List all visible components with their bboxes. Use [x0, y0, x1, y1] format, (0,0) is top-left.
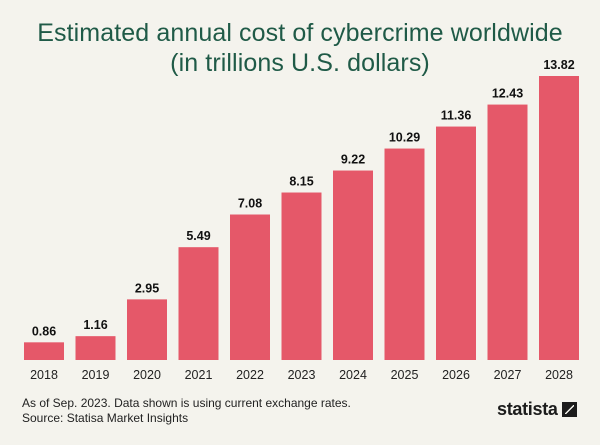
bar-2024 [333, 170, 373, 360]
value-label-2024: 9.22 [341, 153, 365, 167]
statista-logo[interactable]: statista [497, 399, 577, 420]
x-tick-2018: 2018 [30, 368, 58, 382]
bar-2021 [178, 247, 219, 360]
value-label-2026: 11.36 [441, 109, 472, 123]
chart-title: Estimated annual cost of cybercrime worl… [0, 18, 600, 78]
x-tick-2021: 2021 [185, 368, 213, 382]
x-tick-2024: 2024 [339, 368, 367, 382]
bar-2023 [281, 192, 322, 360]
bar-2025 [384, 148, 425, 360]
value-label-2021: 5.49 [186, 229, 210, 243]
x-tick-2020: 2020 [133, 368, 161, 382]
x-tick-2026: 2026 [442, 368, 470, 382]
bar-2028 [539, 76, 579, 360]
x-tick-2019: 2019 [82, 368, 110, 382]
value-label-2020: 2.95 [135, 281, 159, 295]
value-label-2023: 8.15 [289, 175, 313, 189]
value-label-2027: 12.43 [492, 87, 523, 101]
footnote-source: Source: Statisa Market Insights [22, 411, 189, 425]
value-label-2018: 0.86 [32, 324, 56, 338]
x-tick-2025: 2025 [391, 368, 419, 382]
statista-wordmark: statista [497, 399, 558, 419]
value-label-2019: 1.16 [83, 318, 107, 332]
bar-2019 [75, 336, 116, 360]
x-tick-2027: 2027 [494, 368, 522, 382]
chart-title-line-2: (in trillions U.S. dollars) [170, 49, 430, 77]
bar-2027 [487, 104, 528, 361]
value-label-2025: 10.29 [389, 131, 420, 145]
footnote: As of Sep. 2023. Data shown is using cur… [22, 396, 351, 426]
x-tick-2023: 2023 [288, 368, 316, 382]
x-tick-2022: 2022 [236, 368, 264, 382]
value-label-2028: 13.82 [543, 58, 574, 72]
bar-2022 [230, 214, 270, 360]
bar-2020 [127, 299, 167, 360]
chart-title-line-1: Estimated annual cost of cybercrime worl… [37, 19, 563, 47]
bar-2026 [436, 126, 476, 360]
bar-2018 [24, 342, 64, 360]
x-tick-2028: 2028 [545, 368, 573, 382]
footnote-note: As of Sep. 2023. Data shown is using cur… [22, 396, 351, 410]
value-label-2022: 7.08 [238, 197, 262, 211]
statista-logo-icon [561, 402, 577, 417]
